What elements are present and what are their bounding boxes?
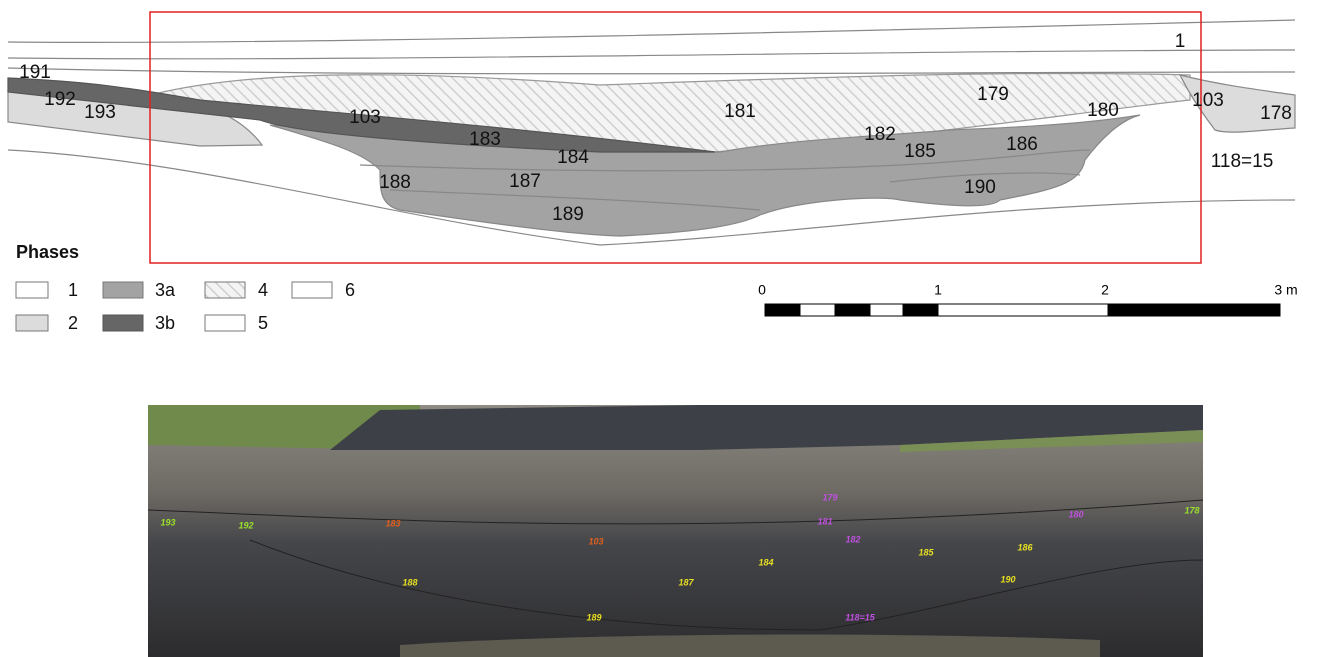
layer-label: 180 bbox=[1087, 100, 1119, 121]
layer-label: 185 bbox=[904, 141, 936, 162]
legend-label: 6 bbox=[345, 280, 355, 300]
layer-label: 118=15 bbox=[1211, 151, 1274, 172]
layer-label: 188 bbox=[379, 172, 411, 193]
legend-swatch bbox=[16, 315, 48, 331]
photo-label: 182 bbox=[845, 534, 860, 544]
scale-bar: 0 1 2 3 m bbox=[758, 282, 1298, 316]
photo-label: 180 bbox=[1068, 509, 1083, 519]
legend-label: 3a bbox=[155, 280, 176, 300]
layer-label: 178 bbox=[1260, 103, 1292, 124]
scale-segment bbox=[765, 304, 800, 316]
layer-label: 187 bbox=[509, 171, 541, 192]
layer-label: 186 bbox=[1006, 134, 1038, 155]
scale-segment bbox=[835, 304, 870, 316]
legend-swatch bbox=[103, 282, 143, 298]
layer-label: 191 bbox=[19, 62, 51, 83]
photo-label: 184 bbox=[758, 557, 773, 567]
legend-label: 2 bbox=[68, 313, 78, 333]
legend-label: 4 bbox=[258, 280, 268, 300]
photo-label: 190 bbox=[1000, 574, 1015, 584]
scale-label: 3 m bbox=[1274, 282, 1297, 298]
scale-label: 1 bbox=[934, 282, 942, 298]
legend-label: 5 bbox=[258, 313, 268, 333]
layer-label: 181 bbox=[724, 101, 756, 122]
photo-label: 118=15 bbox=[845, 612, 876, 622]
legend-swatch bbox=[205, 315, 245, 331]
layer-label: 182 bbox=[864, 124, 896, 145]
layer-label: 189 bbox=[552, 204, 584, 225]
scale-segment bbox=[938, 304, 1108, 316]
photo-label: 178 bbox=[1184, 505, 1199, 515]
scale-segment bbox=[800, 304, 835, 316]
photo-label: 103 bbox=[588, 536, 603, 546]
photo-label: 192 bbox=[238, 520, 253, 530]
legend-swatch bbox=[103, 315, 143, 331]
photo-label: 193 bbox=[160, 517, 175, 527]
photo-label: 187 bbox=[678, 577, 694, 587]
layer-label: 190 bbox=[964, 177, 996, 198]
layer-label: 103 bbox=[1192, 90, 1224, 111]
scale-label: 2 bbox=[1101, 282, 1109, 298]
boundary-line bbox=[8, 68, 1295, 74]
legend: Phases 1 2 3a 3b 4 5 6 bbox=[16, 242, 355, 333]
legend-swatch bbox=[16, 282, 48, 298]
layer-label: 193 bbox=[84, 102, 116, 123]
photo-label: 179 bbox=[822, 492, 837, 502]
page: 1 191 192 193 103 183 184 188 187 189 181 179 182 185… bbox=[0, 0, 1317, 657]
layer-label: 184 bbox=[557, 147, 589, 168]
photo-label: 189 bbox=[586, 612, 601, 622]
legend-label: 1 bbox=[68, 280, 78, 300]
photo-label: 185 bbox=[918, 547, 934, 557]
layer-label: 192 bbox=[44, 89, 76, 110]
boundary-line bbox=[8, 20, 1295, 42]
boundary-line bbox=[8, 50, 1295, 59]
scale-segment bbox=[903, 304, 938, 316]
photo-label: 186 bbox=[1017, 542, 1033, 552]
layer-label: 1 bbox=[1175, 31, 1186, 52]
layer-label: 103 bbox=[349, 107, 381, 128]
photo bbox=[148, 405, 1203, 657]
scale-segment bbox=[870, 304, 903, 316]
photo-label: 181 bbox=[817, 516, 832, 526]
layer-label: 179 bbox=[977, 84, 1009, 105]
layer-label: 183 bbox=[469, 129, 501, 150]
section-drawing bbox=[8, 12, 1295, 263]
photo-label: 183 bbox=[385, 518, 400, 528]
legend-swatch bbox=[292, 282, 332, 298]
scale-segment bbox=[1108, 304, 1280, 316]
legend-label: 3b bbox=[155, 313, 175, 333]
legend-title: Phases bbox=[16, 242, 79, 262]
scale-label: 0 bbox=[758, 282, 766, 298]
photo-label: 188 bbox=[402, 577, 417, 587]
legend-swatch bbox=[205, 282, 245, 298]
